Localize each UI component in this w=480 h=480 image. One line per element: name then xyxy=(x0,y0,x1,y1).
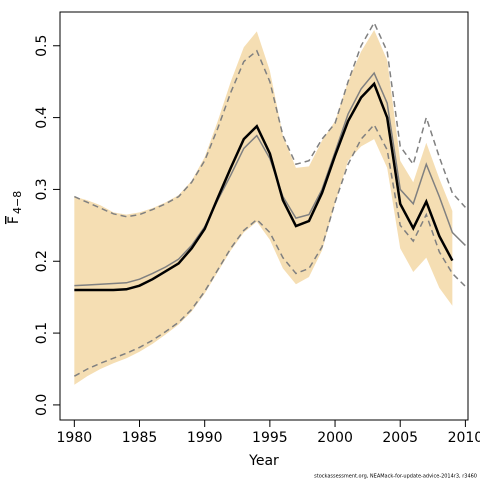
y-axis-label-group: F 4−8 xyxy=(6,191,24,224)
confidence-band xyxy=(74,29,453,385)
series-line xyxy=(74,21,466,218)
y-tick-label: 0.3 xyxy=(34,178,50,200)
x-tick-label: 1985 xyxy=(122,430,158,446)
series-line xyxy=(73,123,466,377)
x-axis-label: Year xyxy=(248,453,279,469)
series-line xyxy=(74,81,454,292)
x-tick-label: 2005 xyxy=(382,430,418,446)
x-tick-label: 2000 xyxy=(317,430,353,446)
plot-frame xyxy=(59,11,469,421)
x-tick-label: 1995 xyxy=(252,430,288,446)
x-tick-label: 1990 xyxy=(187,430,223,446)
y-tick-label: 0.1 xyxy=(34,322,50,344)
x-tick-label: 1980 xyxy=(57,430,93,446)
y-axis-label: F xyxy=(6,216,22,224)
footnote: stockassessment.org, NEAMack-for-update-… xyxy=(314,474,477,480)
y-tick-label: 0.4 xyxy=(34,106,50,128)
y-tick-label: 0.0 xyxy=(34,394,50,416)
y-tick-label: 0.2 xyxy=(34,250,50,272)
x-tick-label: 2010 xyxy=(448,430,480,446)
y-tick-label: 0.5 xyxy=(34,35,50,57)
y-axis-label-sub: 4−8 xyxy=(11,191,24,214)
series-line xyxy=(74,71,466,287)
